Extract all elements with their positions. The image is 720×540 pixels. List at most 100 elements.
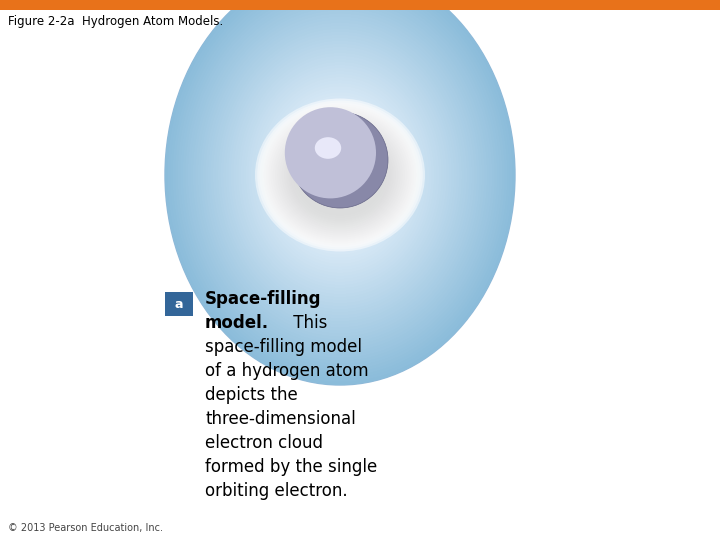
Ellipse shape: [317, 138, 355, 176]
Ellipse shape: [306, 134, 374, 215]
Ellipse shape: [310, 131, 360, 181]
Ellipse shape: [279, 101, 402, 249]
Ellipse shape: [223, 35, 457, 315]
Text: electron cloud: electron cloud: [205, 434, 323, 452]
Ellipse shape: [188, 0, 492, 358]
Ellipse shape: [240, 56, 439, 294]
Ellipse shape: [175, 0, 505, 373]
Ellipse shape: [251, 68, 429, 282]
Ellipse shape: [261, 80, 419, 270]
Text: of a hydrogen atom: of a hydrogen atom: [205, 362, 369, 380]
Ellipse shape: [228, 40, 452, 309]
Ellipse shape: [287, 109, 374, 197]
Ellipse shape: [309, 138, 372, 213]
Ellipse shape: [338, 158, 341, 161]
Ellipse shape: [258, 77, 422, 273]
Ellipse shape: [203, 10, 477, 340]
Ellipse shape: [328, 149, 348, 168]
Ellipse shape: [284, 107, 397, 243]
Ellipse shape: [314, 144, 366, 206]
Ellipse shape: [279, 120, 400, 230]
Ellipse shape: [255, 98, 425, 252]
Ellipse shape: [264, 83, 417, 267]
Ellipse shape: [243, 59, 437, 291]
Ellipse shape: [168, 0, 513, 382]
Text: a: a: [175, 298, 184, 310]
Ellipse shape: [180, 0, 500, 367]
Ellipse shape: [208, 16, 472, 334]
Text: three-dimensional: three-dimensional: [205, 410, 356, 428]
Ellipse shape: [327, 147, 348, 169]
Text: Space-filling: Space-filling: [205, 290, 322, 308]
Ellipse shape: [301, 129, 379, 221]
Ellipse shape: [165, 0, 515, 385]
Text: Figure 2-2a  Hydrogen Atom Models.: Figure 2-2a Hydrogen Atom Models.: [8, 16, 223, 29]
Ellipse shape: [271, 113, 410, 238]
Ellipse shape: [238, 53, 442, 297]
Ellipse shape: [333, 153, 345, 165]
Ellipse shape: [307, 129, 361, 183]
Ellipse shape: [334, 154, 343, 164]
Ellipse shape: [213, 23, 467, 328]
Ellipse shape: [248, 65, 432, 285]
Ellipse shape: [315, 136, 356, 177]
Ellipse shape: [304, 131, 377, 219]
Ellipse shape: [195, 1, 485, 349]
Text: © 2013 Pearson Education, Inc.: © 2013 Pearson Education, Inc.: [8, 523, 163, 533]
Ellipse shape: [325, 145, 350, 171]
Ellipse shape: [210, 19, 469, 330]
Ellipse shape: [183, 0, 498, 364]
Ellipse shape: [312, 133, 359, 180]
Ellipse shape: [287, 127, 394, 224]
Ellipse shape: [285, 107, 376, 198]
Ellipse shape: [205, 14, 474, 336]
Ellipse shape: [330, 151, 346, 167]
Ellipse shape: [220, 31, 459, 319]
Ellipse shape: [282, 123, 398, 227]
Ellipse shape: [289, 111, 374, 196]
Ellipse shape: [257, 100, 423, 249]
Ellipse shape: [289, 113, 392, 237]
Ellipse shape: [296, 118, 369, 191]
Ellipse shape: [215, 25, 464, 325]
Ellipse shape: [178, 0, 503, 370]
Text: formed by the single: formed by the single: [205, 458, 377, 476]
Ellipse shape: [200, 8, 480, 343]
Text: This: This: [288, 314, 327, 332]
Ellipse shape: [311, 140, 369, 210]
Ellipse shape: [321, 142, 352, 173]
Ellipse shape: [264, 106, 416, 244]
Ellipse shape: [273, 114, 407, 235]
Ellipse shape: [300, 122, 366, 188]
Ellipse shape: [271, 92, 409, 258]
Ellipse shape: [185, 0, 495, 361]
Ellipse shape: [235, 50, 444, 300]
Text: orbiting electron.: orbiting electron.: [205, 482, 348, 500]
Ellipse shape: [266, 109, 414, 241]
Ellipse shape: [269, 89, 412, 261]
Ellipse shape: [292, 114, 371, 193]
Ellipse shape: [165, 0, 515, 385]
Ellipse shape: [284, 125, 396, 225]
Ellipse shape: [291, 131, 390, 219]
Ellipse shape: [190, 0, 490, 355]
Ellipse shape: [313, 134, 357, 179]
Bar: [0, 0, 720, 10]
Ellipse shape: [291, 116, 389, 234]
Ellipse shape: [266, 86, 414, 264]
Ellipse shape: [315, 137, 341, 159]
Ellipse shape: [293, 133, 387, 217]
Ellipse shape: [276, 98, 404, 252]
Ellipse shape: [277, 119, 402, 231]
Ellipse shape: [193, 0, 487, 352]
Ellipse shape: [261, 105, 418, 246]
Ellipse shape: [225, 38, 454, 312]
Ellipse shape: [289, 129, 392, 221]
Ellipse shape: [274, 95, 407, 255]
Ellipse shape: [298, 120, 367, 189]
Ellipse shape: [323, 144, 351, 172]
Ellipse shape: [256, 74, 424, 276]
Ellipse shape: [294, 119, 387, 231]
Ellipse shape: [233, 46, 447, 303]
Ellipse shape: [290, 113, 372, 194]
